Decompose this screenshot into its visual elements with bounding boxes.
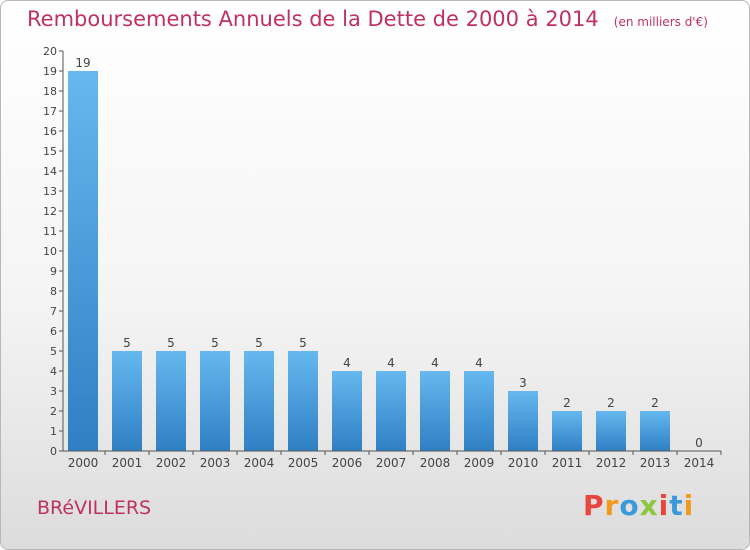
y-tick-label: 20	[43, 45, 57, 58]
y-tick-label: 14	[43, 165, 57, 178]
y-tick-label: 17	[43, 105, 57, 118]
y-tick-label: 4	[50, 365, 57, 378]
chart-title: Remboursements Annuels de la Dette de 20…	[27, 7, 599, 31]
chart-unit: (en milliers d'€)	[613, 15, 708, 29]
bar	[552, 411, 582, 451]
y-tick-label: 3	[50, 385, 57, 398]
x-tick-label: 2008	[420, 456, 451, 470]
bar	[464, 371, 494, 451]
x-tick-label: 2013	[640, 456, 671, 470]
bar-value-label: 2	[651, 396, 659, 410]
x-tick-label: 2000	[68, 456, 99, 470]
y-tick-label: 7	[50, 305, 57, 318]
bar	[596, 411, 626, 451]
y-tick-label: 2	[50, 405, 57, 418]
bar	[288, 351, 318, 451]
x-tick-label: 2012	[596, 456, 627, 470]
bar	[68, 71, 98, 451]
x-tick-label: 2006	[332, 456, 363, 470]
y-tick-label: 12	[43, 205, 57, 218]
x-tick-label: 2001	[112, 456, 143, 470]
proxiti-logo: Proxiti	[583, 489, 694, 522]
x-tick-label: 2011	[552, 456, 583, 470]
bar	[508, 391, 538, 451]
bar-value-label: 4	[431, 356, 439, 370]
y-tick-label: 13	[43, 185, 57, 198]
bar	[420, 371, 450, 451]
y-tick-label: 10	[43, 245, 57, 258]
bar-value-label: 5	[255, 336, 263, 350]
bar-value-label: 4	[387, 356, 395, 370]
x-tick-label: 2009	[464, 456, 495, 470]
logo-letter: P	[583, 489, 605, 522]
y-tick-label: 8	[50, 285, 57, 298]
city-name: BRéVILLERS	[37, 497, 152, 519]
bar-value-label: 2	[563, 396, 571, 410]
bar-value-label: 2	[607, 396, 615, 410]
x-tick-label: 2003	[200, 456, 231, 470]
bar-value-label: 4	[475, 356, 483, 370]
bar	[156, 351, 186, 451]
bar-value-label: 4	[343, 356, 351, 370]
y-tick-label: 18	[43, 85, 57, 98]
logo-letter: x	[639, 489, 659, 522]
bar	[376, 371, 406, 451]
logo-letter: r	[604, 489, 620, 522]
x-tick-label: 2010	[508, 456, 539, 470]
y-tick-label: 15	[43, 145, 57, 158]
y-tick-label: 11	[43, 225, 57, 238]
logo-letter: i	[683, 489, 695, 522]
y-tick-label: 9	[50, 265, 57, 278]
y-tick-label: 19	[43, 65, 57, 78]
bar-value-label: 0	[695, 436, 703, 450]
bar	[200, 351, 230, 451]
y-tick-label: 5	[50, 345, 57, 358]
bar-value-label: 5	[211, 336, 219, 350]
bar-value-label: 19	[75, 56, 90, 70]
x-tick-label: 2007	[376, 456, 407, 470]
bar	[640, 411, 670, 451]
y-tick-label: 0	[50, 445, 57, 458]
x-tick-label: 2005	[288, 456, 319, 470]
bar	[332, 371, 362, 451]
bar	[244, 351, 274, 451]
x-tick-label: 2004	[244, 456, 275, 470]
logo-letter: i	[658, 489, 670, 522]
logo-letter: t	[669, 489, 684, 522]
y-tick-label: 6	[50, 325, 57, 338]
bar-value-label: 5	[123, 336, 131, 350]
chart-header: Remboursements Annuels de la Dette de 20…	[27, 7, 708, 31]
y-tick-label: 1	[50, 425, 57, 438]
x-tick-label: 2014	[684, 456, 715, 470]
x-tick-label: 2002	[156, 456, 187, 470]
bar-value-label: 5	[299, 336, 307, 350]
bar	[112, 351, 142, 451]
bars: 19 5 5 5 5 5 4 4 4 4 3 2 2 2 0	[68, 56, 703, 451]
x-axis: 2000 2001 2002 2003 2004 2005 2006 2007 2008 2009…	[63, 450, 722, 470]
bar-value-label: 5	[167, 336, 175, 350]
bar-value-label: 3	[519, 376, 527, 390]
y-tick-label: 16	[43, 125, 57, 138]
logo-letter: o	[619, 489, 640, 522]
